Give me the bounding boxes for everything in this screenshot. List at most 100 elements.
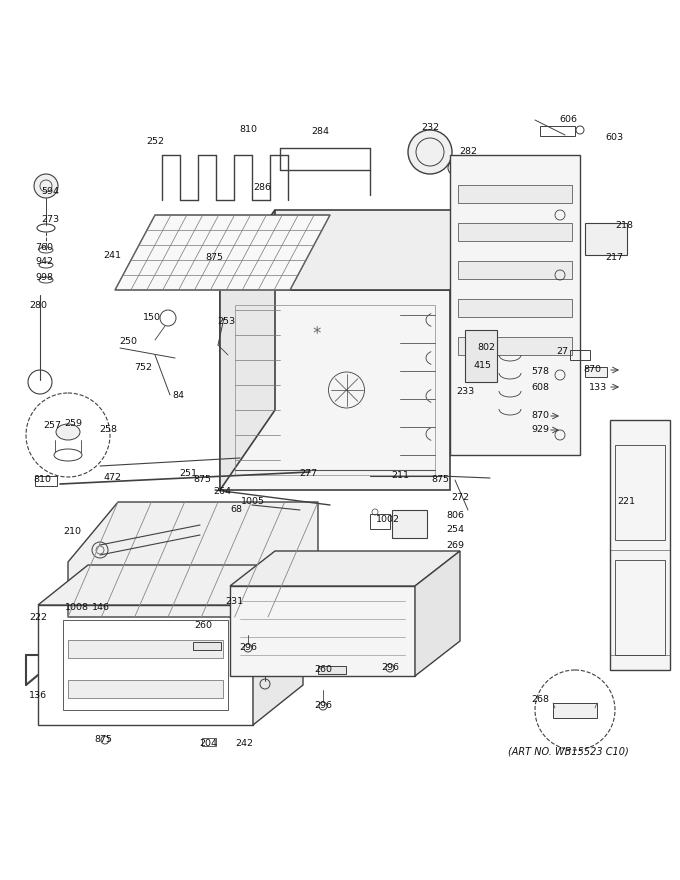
Text: 210: 210 [63,527,81,537]
Text: 273: 273 [41,216,59,224]
Text: 252: 252 [146,137,164,146]
Text: 146: 146 [92,604,110,612]
Text: 296: 296 [239,643,257,652]
Text: 217: 217 [605,253,623,262]
Text: 221: 221 [617,497,635,507]
Text: 603: 603 [605,134,623,143]
Text: 296: 296 [314,701,332,710]
Text: 260: 260 [194,621,212,630]
Text: 218: 218 [615,221,633,230]
Text: 260: 260 [314,665,332,674]
Text: 27: 27 [556,348,568,356]
Bar [585,367,607,377]
Bar [465,330,497,382]
Bar [540,126,575,136]
Text: 204: 204 [199,739,217,749]
Text: 1002: 1002 [376,516,400,524]
Text: 606: 606 [559,115,577,124]
Bar [63,620,228,710]
Text: 259: 259 [64,420,82,429]
Text: 233: 233 [456,387,474,397]
Bar [392,510,427,538]
Text: 211: 211 [391,472,409,480]
Text: 875: 875 [205,253,223,262]
Text: 133: 133 [589,383,607,392]
Polygon shape [415,551,460,676]
Text: 242: 242 [235,739,253,749]
Text: 258: 258 [99,426,117,435]
Polygon shape [220,210,505,290]
Text: 286: 286 [253,184,271,193]
Text: 136: 136 [29,692,47,700]
Text: 875: 875 [193,475,211,485]
Bar [68,680,223,698]
Bar [615,445,665,540]
Polygon shape [230,551,460,586]
Text: 578: 578 [531,368,549,377]
Bar [35,476,57,486]
Bar [235,305,435,475]
Text: 875: 875 [94,736,112,744]
Text: 929: 929 [531,426,549,435]
Bar [38,605,253,725]
Text: 254: 254 [446,525,464,534]
Polygon shape [38,565,303,605]
Text: 241: 241 [103,251,121,260]
Text: 760: 760 [35,243,53,252]
Text: 282: 282 [459,148,477,157]
Text: 277: 277 [299,470,317,479]
Text: 84: 84 [172,391,184,400]
Text: 594: 594 [41,187,59,196]
Ellipse shape [56,424,80,440]
Text: 1005: 1005 [241,497,265,507]
Text: 810: 810 [239,126,257,135]
Text: 280: 280 [29,300,47,310]
Text: 284: 284 [311,128,329,136]
Text: 415: 415 [474,361,492,370]
Bar [202,738,216,746]
Text: 998: 998 [35,273,53,282]
Text: 875: 875 [431,475,449,485]
Bar [450,155,580,455]
Text: 68: 68 [230,505,242,515]
Bar [553,703,597,718]
Text: 264: 264 [213,488,231,496]
Bar [458,185,572,203]
Bar [220,290,450,490]
Text: 222: 222 [29,613,47,622]
Text: *: * [312,325,321,343]
Bar [458,337,572,355]
Text: (ART NO. WB15523 C10): (ART NO. WB15523 C10) [508,747,628,757]
Bar [458,223,572,241]
Polygon shape [220,210,275,490]
Bar [68,640,223,658]
Polygon shape [253,565,303,725]
Text: 472: 472 [104,473,122,482]
Text: 251: 251 [179,470,197,479]
Text: 802: 802 [477,343,495,353]
Bar [570,350,590,360]
Text: 150: 150 [143,313,161,322]
Text: 942: 942 [35,258,53,267]
Text: 257: 257 [43,422,61,430]
Circle shape [408,130,452,174]
Text: 1008: 1008 [65,604,89,612]
Bar [193,642,221,650]
Bar [585,223,627,255]
Text: 810: 810 [33,475,51,485]
Text: 806: 806 [446,510,464,519]
Text: 231: 231 [225,598,243,606]
Bar [230,586,415,676]
Text: 232: 232 [421,123,439,133]
Text: 268: 268 [531,695,549,705]
Bar [318,666,346,674]
Text: 253: 253 [217,318,235,326]
Bar [615,560,665,655]
Circle shape [34,174,58,198]
Bar [610,420,670,670]
Bar [458,261,572,279]
Polygon shape [68,502,318,617]
Bar [458,299,572,317]
Polygon shape [115,215,330,290]
Text: 250: 250 [119,338,137,347]
